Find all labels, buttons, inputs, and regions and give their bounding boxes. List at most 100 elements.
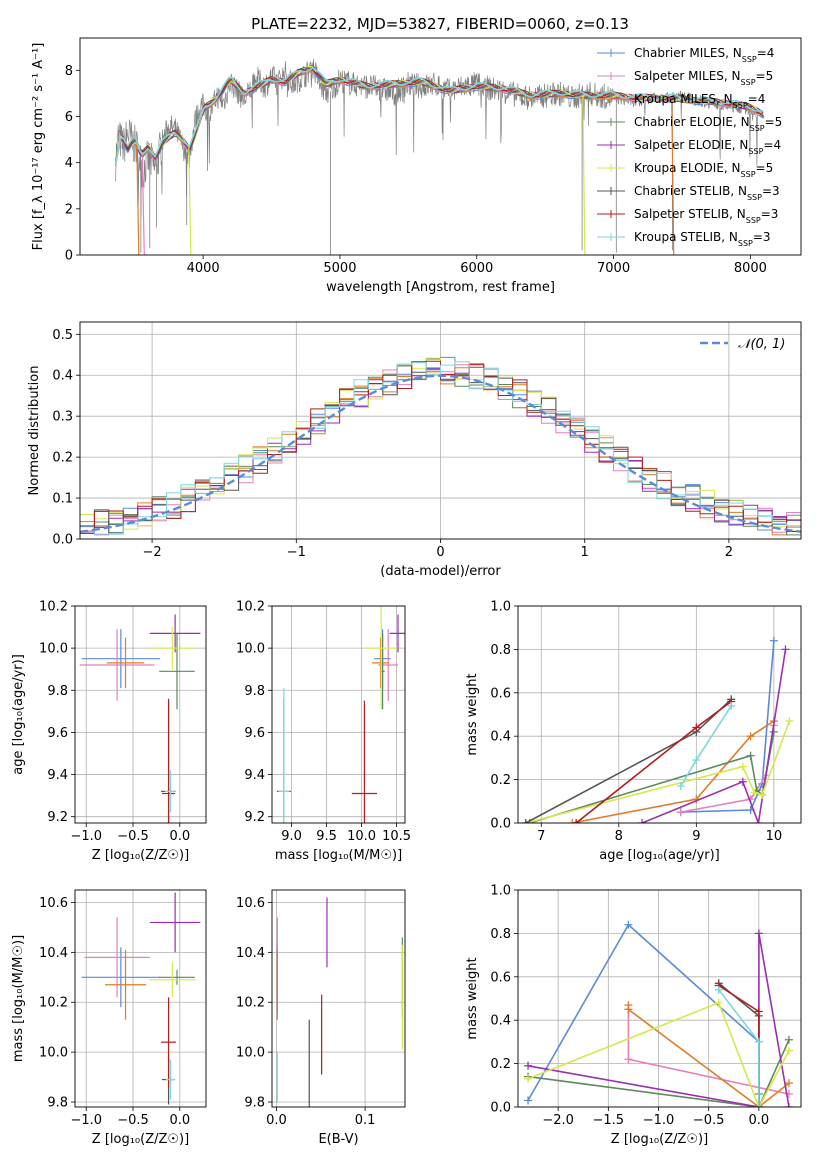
x-tick-label: 7000 (597, 261, 630, 276)
x-axis-label: Z [log₁₀(Z/Z☉)] (611, 1132, 708, 1147)
weight-point-marker (568, 819, 577, 823)
model-dropout (582, 95, 586, 255)
weight-point-marker (784, 1103, 793, 1107)
weight-point-marker (624, 1005, 633, 1014)
x-tick-label: 2 (725, 545, 733, 560)
y-axis-label: Flux [f_λ 10⁻¹⁷ erg cm⁻² s⁻¹ A⁻¹] (31, 43, 46, 251)
y-tick-label: 0.0 (490, 1101, 511, 1116)
legend-tail: =3 (761, 207, 779, 221)
weight-series-line (718, 982, 760, 1107)
weight-series-line (718, 984, 760, 1107)
y-tick-label: 0.6 (490, 970, 511, 985)
x-tick-label: 10.5 (382, 829, 411, 844)
x-tick-label: 4000 (187, 261, 220, 276)
x-tick-label: −1 (287, 545, 306, 560)
legend-label: 𝒩(0, 1) (738, 337, 785, 352)
y-tick-label: 9.4 (47, 768, 68, 783)
y-tick-label: 10.0 (39, 1046, 68, 1061)
y-tick-label: 0.8 (490, 927, 511, 942)
weight-point-marker (784, 1046, 793, 1055)
y-tick-label: 0 (65, 249, 73, 264)
y-axis-label: mass weight (465, 673, 480, 755)
y-tick-label: 0.2 (52, 451, 73, 466)
plot-area (521, 636, 794, 823)
y-tick-label: 2 (65, 202, 73, 217)
y-tick-label: 10.0 (39, 642, 68, 657)
legend-subscript: SSP (747, 193, 762, 202)
plot-area (524, 920, 793, 1107)
weight-point-marker (524, 1074, 533, 1083)
y-tick-label: 10.4 (236, 946, 265, 961)
legend-tail: =3 (762, 184, 780, 198)
weight-point-marker (524, 1061, 533, 1070)
x-tick-label: −0.5 (117, 1113, 149, 1128)
legend-label: Salpeter MILES, NSSP=5 (634, 69, 773, 87)
plot-frame (74, 889, 207, 1108)
age-vs-mass-panel: 9.0 9.5 10.0 10.5 9.2 9.4 9.6 9.8 10.0 10.2 mass [… (236, 600, 411, 864)
y-tick-label: 10.2 (236, 996, 265, 1011)
legend-label: Salpeter STELIB, NSSP=3 (634, 207, 778, 225)
x-tick-label: 0.0 (266, 1113, 287, 1128)
x-tick-label: −1.5 (593, 1113, 625, 1128)
weight-point-marker (784, 1079, 793, 1088)
weight-point-marker (769, 727, 778, 736)
y-axis-label: age [log₁₀(age/yr)] (11, 654, 26, 775)
weight-series-line (527, 1001, 790, 1107)
y-axis-label: mass [log₁₀(M/M☉)] (11, 935, 26, 1062)
model-dropout (188, 147, 192, 255)
legend-label: Salpeter ELODIE, NSSP=4 (634, 138, 781, 156)
x-tick-label: −2 (143, 545, 162, 560)
y-tick-label: 9.6 (244, 726, 265, 741)
y-tick-label: 10.2 (39, 600, 68, 615)
y-tick-label: 0.0 (490, 817, 511, 832)
x-tick-label: −1.0 (70, 1113, 102, 1128)
gaussian-curve (80, 374, 801, 533)
y-tick-label: 10.2 (236, 600, 265, 615)
y-tick-label: 10.0 (236, 642, 265, 657)
weight-point-marker (754, 819, 763, 823)
residuals-panel: −2 −1 0 1 2 0.0 0.1 0.2 0.3 0.4 0.5 (data-model)/er… (27, 321, 802, 579)
model-line (114, 67, 764, 165)
x-tick-label: −2.0 (542, 1113, 574, 1128)
weight-series-line (527, 1039, 790, 1107)
y-tick-label: 10.0 (236, 1046, 265, 1061)
x-tick-label: 6000 (460, 261, 493, 276)
weight-series-line (575, 700, 732, 823)
plot-area (114, 58, 765, 255)
weight-vs-metallicity-panel: −2.0 −1.5 −1.0 −0.5 0.0 0.0 0.2 0.4 0.6 0.8 1.0 Z [… (465, 884, 802, 1147)
plot-frame (517, 889, 802, 1108)
x-tick-label: 7 (537, 829, 545, 844)
plot-area (79, 614, 201, 823)
mass-vs-ebv-panel: 0.0 0.1 9.8 10.0 10.2 10.4 10.6 E(B-V) (236, 889, 406, 1147)
x-tick-label: 9 (692, 829, 700, 844)
y-tick-label: 9.2 (244, 810, 265, 825)
y-tick-label: 4 (65, 156, 73, 171)
y-tick-label: 10.6 (39, 896, 68, 911)
legend-tail: =3 (753, 230, 771, 244)
x-tick-label: 10 (766, 829, 783, 844)
x-axis-label: E(B-V) (318, 1132, 358, 1147)
model-dropout (136, 144, 140, 255)
y-tick-label: 0.4 (490, 1014, 511, 1029)
weight-point-marker (524, 1096, 533, 1105)
y-tick-label: 9.8 (47, 684, 68, 699)
weight-series-line (641, 649, 787, 823)
plot-frame (79, 37, 802, 256)
weight-point-marker (754, 1103, 763, 1107)
age-vs-metallicity-panel: −1.0 −0.5 0.0 9.2 9.4 9.6 9.8 10.0 10.2 Z [log₁₀(… (11, 600, 207, 863)
y-tick-label: 9.8 (244, 1096, 265, 1111)
y-tick-label: 9.8 (244, 684, 265, 699)
weight-point-marker (754, 1037, 763, 1046)
legend-subscript: SSP (746, 216, 761, 225)
figure-title: PLATE=2232, MJD=53827, FIBERID=0060, z=0… (251, 15, 629, 33)
plot-area (276, 897, 403, 1107)
x-tick-label: 9.0 (281, 829, 302, 844)
weight-series-line (527, 923, 760, 1101)
y-tick-label: 6 (65, 110, 73, 125)
x-axis-label: age [log₁₀(age/yr)] (599, 848, 720, 863)
legend-tail: =4 (757, 46, 775, 60)
weight-point-marker (727, 701, 736, 710)
weight-series-line (680, 640, 775, 813)
y-tick-label: 10.4 (39, 946, 68, 961)
legend-tail: =5 (765, 115, 783, 129)
